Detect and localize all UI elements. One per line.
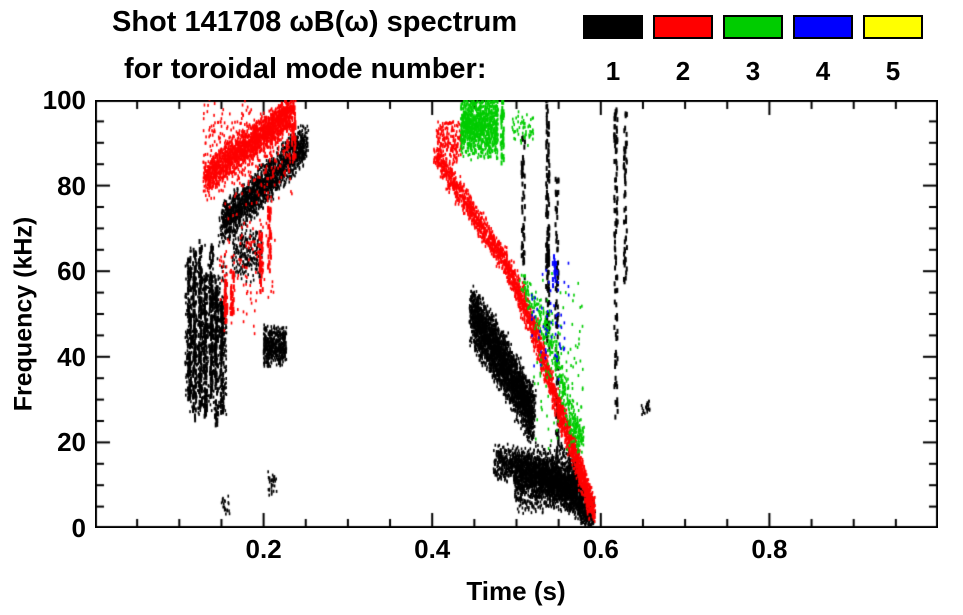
spectrogram-plot [95, 100, 938, 528]
x-axis-label: Time (s) [466, 576, 566, 606]
x-tick-label: 0.8 [751, 534, 788, 564]
legend-swatch-mode-5 [863, 15, 923, 39]
y-axis-label: Frequency (kHz) [9, 216, 38, 412]
y-tick-label: 100 [42, 85, 86, 115]
legend-swatch-mode-3 [723, 15, 783, 39]
legend-swatches [583, 15, 923, 39]
y-tick-label: 40 [57, 341, 86, 372]
legend-label-mode-2: 2 [675, 56, 691, 86]
y-tick-label: 80 [57, 170, 86, 201]
legend-labels: 1 2 3 4 5 [583, 56, 923, 87]
legend-label-mode-1: 1 [605, 56, 621, 86]
y-tick-label: 60 [57, 256, 86, 287]
chart-subtitle: for toroidal mode number: [124, 53, 487, 85]
legend-swatch-mode-1 [583, 15, 643, 39]
chart-title: Shot 141708 ωB(ω) spectrum [112, 6, 518, 38]
legend-label-mode-5: 5 [885, 56, 901, 86]
x-tick-label: 0.4 [414, 534, 451, 564]
legend-swatch-mode-2 [653, 15, 713, 39]
legend-label-mode-4: 4 [815, 56, 831, 86]
x-tick-label: 0.2 [245, 534, 282, 564]
x-tick-label: 0.6 [582, 534, 619, 564]
y-tick-label: 0 [71, 513, 86, 543]
y-tick-label: 20 [57, 427, 86, 458]
legend-label-mode-3: 3 [745, 56, 761, 86]
legend-swatch-mode-4 [793, 15, 853, 39]
